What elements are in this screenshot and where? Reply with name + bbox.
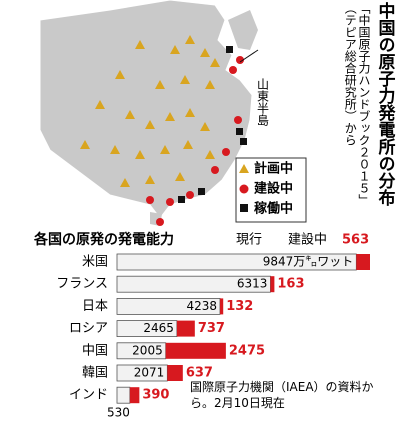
- value-label: 2475: [229, 343, 265, 358]
- chart-note: 国際原子力機関（IAEA）の資料から。2月10日現在: [190, 380, 374, 410]
- legend-label: 建設中: [254, 181, 293, 197]
- value-label: 132: [226, 299, 253, 314]
- category-label: 日本: [82, 299, 108, 314]
- bar-segment: [129, 387, 140, 404]
- legend-triangle: [239, 164, 249, 173]
- region-label: 山東半島: [256, 78, 270, 127]
- korea-land: [228, 10, 258, 50]
- china-land: [39, 0, 253, 219]
- value-label: 6313: [237, 277, 268, 291]
- value-label: 2071: [134, 366, 165, 380]
- bar-segment: [116, 386, 131, 404]
- map-title: 中国の原子力発電所の分布: [374, 2, 395, 206]
- legend-series: 建設中: [288, 232, 327, 248]
- legend-series: 現行: [236, 233, 262, 248]
- value-label: 530: [107, 406, 130, 420]
- bar-segment: [270, 276, 275, 293]
- category-label: 中国: [82, 343, 108, 358]
- category-label: フランス: [56, 277, 108, 292]
- chart-title: 各国の原発の発電能力: [33, 231, 174, 248]
- value-label: 390: [142, 388, 169, 403]
- map: 山東半島 計画中 建設中 稼働中: [39, 0, 307, 226]
- value-label: 163: [277, 277, 304, 292]
- bar-segment: [219, 298, 224, 315]
- map-source: 「中国原子力ハンドブック２０１５」（テピア総合研究所）から: [343, 2, 371, 206]
- value-label: 4238: [186, 299, 217, 313]
- value-label: 2005: [132, 343, 163, 357]
- value-label: 563: [342, 233, 369, 248]
- construction-markers: [146, 56, 244, 226]
- planned-markers: [80, 35, 220, 187]
- category-label: 韓国: [82, 366, 108, 381]
- bar-chart: 米国 9847万㌔ワット 563 フランス 6313 163 日本 4238 132 ロシア 246…: [56, 233, 370, 420]
- value-label: 737: [198, 321, 225, 336]
- bar-segment: [356, 254, 370, 270]
- legend-square: [240, 204, 248, 212]
- value-label: 9847万㌔ワット: [263, 255, 354, 269]
- value-label: 2465: [143, 321, 174, 335]
- operating-markers: [178, 46, 247, 203]
- bar-segment: [167, 365, 183, 381]
- value-label: 637: [186, 366, 213, 381]
- leader-line: [239, 49, 259, 63]
- bar-segment: [165, 342, 226, 359]
- category-label: 米国: [82, 255, 108, 270]
- legend-label: 計画中: [254, 161, 293, 177]
- category-label: インド: [69, 388, 108, 403]
- legend-circle: [239, 184, 249, 194]
- legend-label: 稼働中: [254, 201, 293, 217]
- category-label: ロシア: [69, 321, 108, 336]
- bar-segment: [116, 253, 357, 271]
- bar-segment: [176, 320, 195, 337]
